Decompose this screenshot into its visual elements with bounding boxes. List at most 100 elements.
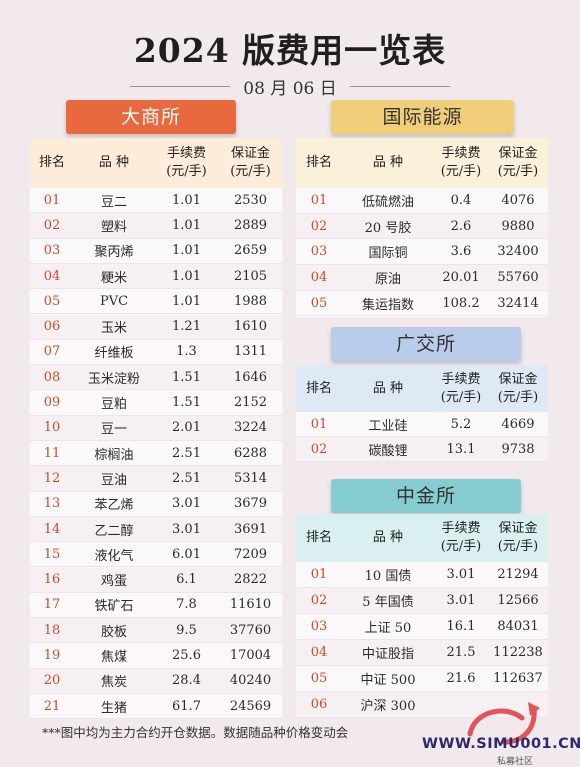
- table-header: 排名 品 种 手续费 (元/手) 保证金 (元/手): [30, 138, 282, 188]
- cell-fee: 25.6: [172, 648, 201, 664]
- table-row: 13 苯乙烯 3.01 3679: [30, 492, 282, 517]
- cell-rank: 20: [43, 673, 61, 689]
- cell-margin: 9880: [501, 218, 535, 234]
- cell-rank: 17: [43, 597, 61, 613]
- watermark-logo-icon: [467, 702, 540, 745]
- cell-margin: 2152: [233, 395, 268, 411]
- cell-fee: 1.01: [172, 217, 201, 233]
- table-row: 02 20 号胶 2.6 9880: [296, 213, 548, 240]
- cell-variety: PVC: [99, 293, 129, 309]
- table-row: 01 10 国债 3.01 21294: [296, 562, 548, 588]
- table-row: 03 国际铜 3.6 32400: [296, 239, 548, 266]
- cell-rank: 05: [43, 293, 61, 309]
- cell-margin: 11610: [229, 597, 272, 613]
- cell-variety: 铁矿石: [94, 599, 134, 615]
- header-variety: 品 种: [372, 155, 404, 170]
- cell-rank: 14: [43, 521, 61, 537]
- cell-fee: 21.5: [446, 645, 476, 660]
- cell-fee: 6.1: [176, 572, 197, 588]
- table-row: 16 鸡蛋 6.1 2822: [30, 567, 282, 593]
- cell-fee: 6.01: [172, 546, 201, 562]
- cell-variety: 粳米: [100, 270, 127, 286]
- cell-variety: 液化气: [94, 548, 134, 564]
- cell-fee: 13.1: [446, 441, 476, 457]
- cell-fee: 5.2: [450, 416, 472, 432]
- date-bar: 08 月 06 日: [0, 74, 580, 100]
- cell-margin: 1311: [233, 344, 268, 360]
- cell-variety: 碳酸锂: [368, 443, 408, 459]
- cell-rank: 01: [310, 192, 328, 208]
- cell-fee: 1.01: [172, 293, 201, 309]
- cell-fee: 7.8: [176, 597, 197, 613]
- table-row: 03 上证 50 16.1 84031: [296, 614, 548, 640]
- cell-rank: 02: [310, 441, 328, 457]
- table-row: 01 豆二 1.01 2530: [30, 188, 282, 214]
- table-row: 21 生猪 61.7 24569: [30, 694, 282, 720]
- cell-fee: 2.01: [172, 420, 201, 436]
- cell-variety: 20 号胶: [364, 220, 412, 236]
- cell-rank: 06: [43, 319, 61, 335]
- cell-fee: 2.51: [172, 470, 201, 486]
- cell-fee: 21.6: [446, 671, 476, 686]
- table-row: 01 工业硅 5.2 4669: [296, 412, 548, 437]
- cell-fee: 1.21: [172, 319, 201, 335]
- header-margin: 保证金 (元/手): [497, 371, 539, 405]
- cell-rank: 21: [43, 698, 61, 714]
- cell-margin: 4669: [501, 416, 535, 432]
- watermark-subtext: 私募社区: [497, 757, 534, 767]
- header-rank: 排名: [305, 530, 332, 545]
- section-badge-guang: 广交所: [331, 327, 521, 361]
- cell-margin: 1988: [233, 293, 268, 309]
- table-row: 06 玉米 1.21 1610: [30, 314, 282, 340]
- section-badge-dalian: 大商所: [66, 100, 236, 134]
- table-row: 11 棕榈油 2.51 6288: [30, 441, 282, 467]
- header-rank: 排名: [38, 155, 65, 170]
- cell-margin: 40240: [229, 673, 272, 689]
- cell-variety: 玉米淀粉: [87, 371, 140, 387]
- cell-fee: 28.4: [172, 673, 201, 689]
- cell-margin: 112238: [493, 645, 543, 660]
- cell-variety: 中证 500: [360, 673, 416, 688]
- table-row: 17 铁矿石 7.8 11610: [30, 593, 282, 619]
- table-row: 03 聚丙烯 1.01 2659: [30, 239, 282, 264]
- cell-variety: 棕榈油: [94, 447, 134, 463]
- table-intl: 排名 品 种 手续费 (元/手) 保证金 (元/手) 01 低硫燃油 0.4 4076 02 20 号…: [296, 138, 548, 317]
- cell-margin: 1610: [233, 319, 268, 335]
- cell-rank: 04: [310, 269, 328, 285]
- table-row: 01 低硫燃油 0.4 4076: [296, 188, 548, 214]
- cell-variety: 焦煤: [100, 650, 127, 666]
- table-row: 12 豆油 2.51 5314: [30, 466, 282, 492]
- divider: [350, 86, 450, 87]
- cell-margin: 112637: [493, 671, 543, 686]
- table-guang: 排名 品 种 手续费 (元/手) 保证金 (元/手) 01 工业硅 5.2 4669 02 碳酸锂 13…: [296, 365, 548, 462]
- cell-rank: 02: [310, 593, 328, 608]
- table-row: 04 粳米 1.01 2105: [30, 263, 282, 290]
- cell-margin: 9738: [501, 441, 535, 457]
- cell-rank: 18: [43, 622, 61, 638]
- cell-margin: 2889: [233, 217, 268, 233]
- cell-rank: 01: [43, 192, 61, 208]
- table-row: 05 集运指数 108.2 32414: [296, 291, 548, 317]
- section-badge-intl: 国际能源: [331, 100, 514, 134]
- cell-fee: 3.6: [450, 244, 472, 260]
- cell-rank: 04: [310, 645, 328, 660]
- cell-variety: 5 年国债: [362, 595, 414, 610]
- cell-fee: 2.6: [450, 218, 472, 234]
- cell-variety: 胶板: [100, 624, 127, 640]
- cell-rank: 11: [43, 445, 61, 461]
- table-row: 15 液化气 6.01 7209: [30, 542, 282, 568]
- cell-margin: 7209: [233, 546, 268, 562]
- cell-margin: 1646: [233, 369, 268, 385]
- table-row: 14 乙二醇 3.01 3691: [30, 516, 282, 543]
- header-rank: 排名: [305, 380, 332, 396]
- cell-rank: 02: [43, 217, 61, 233]
- cell-rank: 03: [310, 619, 328, 634]
- cell-margin: 32400: [497, 244, 539, 260]
- cell-fee: 1.01: [172, 192, 201, 208]
- table-row: 07 纤维板 1.3 1311: [30, 340, 282, 366]
- table-row: 04 原油 20.01 55760: [296, 265, 548, 291]
- table-row: 05 PVC 1.01 1988: [30, 289, 282, 315]
- cell-rank: 03: [310, 244, 328, 260]
- table-row: 02 塑料 1.01 2889: [30, 213, 282, 239]
- table-header: 排名 品 种 手续费 (元/手) 保证金 (元/手): [296, 365, 548, 412]
